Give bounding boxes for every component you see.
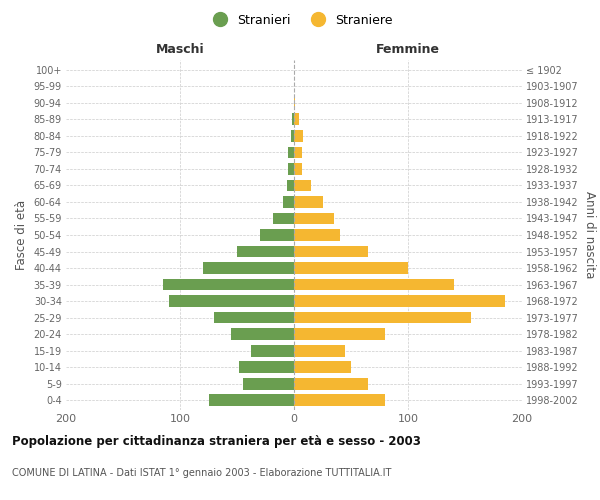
Bar bbox=[294, 163, 302, 175]
Bar bbox=[289, 163, 294, 175]
Text: Popolazione per cittadinanza straniera per età e sesso - 2003: Popolazione per cittadinanza straniera p… bbox=[12, 435, 421, 448]
Bar bbox=[251, 344, 294, 356]
Bar bbox=[294, 344, 346, 356]
Bar bbox=[209, 394, 294, 406]
Bar bbox=[294, 196, 323, 208]
Bar bbox=[294, 212, 334, 224]
Bar bbox=[294, 378, 368, 390]
Bar bbox=[237, 246, 294, 258]
Text: Maschi: Maschi bbox=[155, 43, 205, 56]
Bar bbox=[294, 97, 295, 109]
Bar bbox=[294, 328, 385, 340]
Bar bbox=[294, 114, 299, 126]
Bar bbox=[239, 361, 294, 373]
Legend: Stranieri, Straniere: Stranieri, Straniere bbox=[202, 8, 398, 32]
Bar bbox=[294, 130, 303, 142]
Y-axis label: Fasce di età: Fasce di età bbox=[15, 200, 28, 270]
Bar bbox=[214, 312, 294, 324]
Bar bbox=[294, 262, 408, 274]
Bar bbox=[290, 130, 294, 142]
Bar bbox=[294, 246, 368, 258]
Bar bbox=[169, 295, 294, 307]
Bar bbox=[283, 196, 294, 208]
Bar bbox=[294, 312, 471, 324]
Bar bbox=[294, 229, 340, 241]
Bar bbox=[294, 146, 302, 158]
Bar bbox=[294, 361, 351, 373]
Bar bbox=[260, 229, 294, 241]
Bar bbox=[203, 262, 294, 274]
Bar bbox=[294, 180, 311, 192]
Text: Femmine: Femmine bbox=[376, 43, 440, 56]
Bar bbox=[163, 278, 294, 290]
Text: COMUNE DI LATINA - Dati ISTAT 1° gennaio 2003 - Elaborazione TUTTITALIA.IT: COMUNE DI LATINA - Dati ISTAT 1° gennaio… bbox=[12, 468, 391, 477]
Bar bbox=[294, 278, 454, 290]
Bar bbox=[232, 328, 294, 340]
Bar bbox=[287, 180, 294, 192]
Bar bbox=[289, 146, 294, 158]
Bar bbox=[274, 212, 294, 224]
Y-axis label: Anni di nascita: Anni di nascita bbox=[583, 192, 596, 278]
Bar bbox=[292, 114, 294, 126]
Bar bbox=[294, 295, 505, 307]
Bar bbox=[242, 378, 294, 390]
Bar bbox=[294, 394, 385, 406]
